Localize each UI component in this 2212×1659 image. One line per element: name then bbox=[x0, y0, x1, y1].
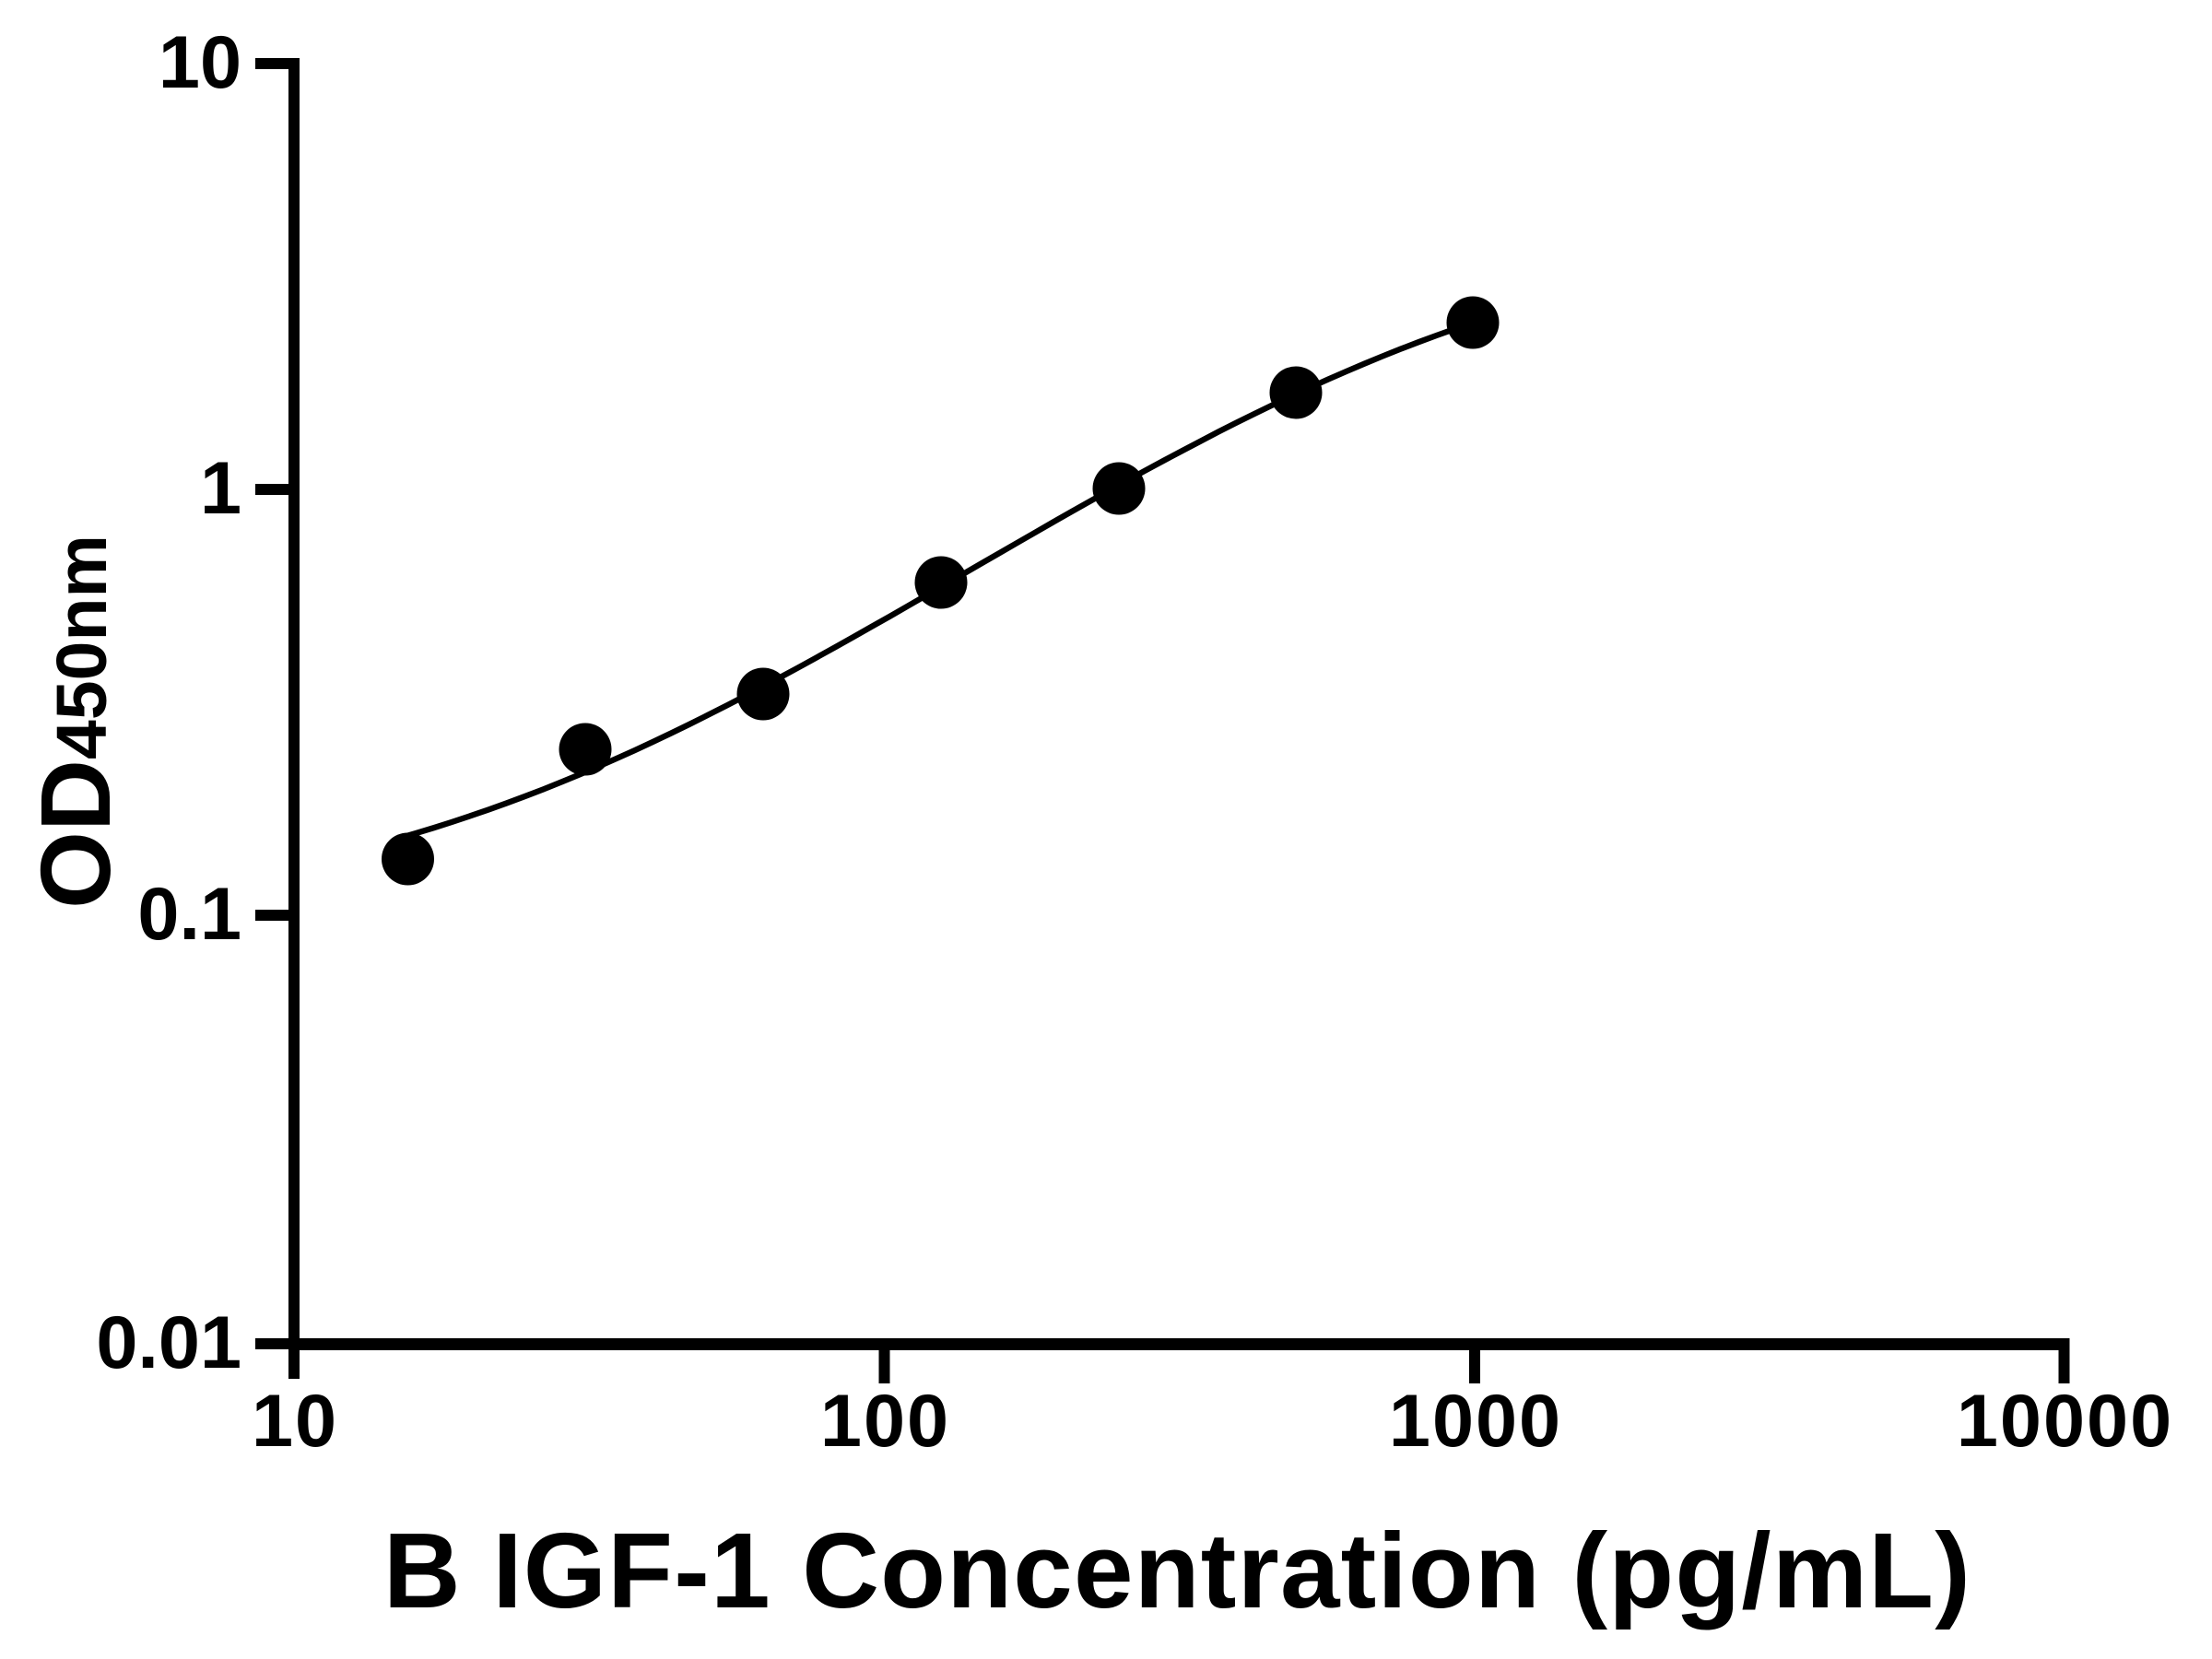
svg-text:10: 10 bbox=[252, 1380, 338, 1463]
svg-text:1: 1 bbox=[200, 447, 241, 530]
svg-text:1000: 1000 bbox=[1389, 1380, 1562, 1463]
svg-text:100: 100 bbox=[820, 1380, 950, 1463]
svg-text:B IGF-1 Concentration (pg/mL): B IGF-1 Concentration (pg/mL) bbox=[383, 1511, 1971, 1630]
svg-text:OD450nm: OD450nm bbox=[19, 535, 131, 909]
svg-text:0.01: 0.01 bbox=[96, 1301, 241, 1384]
svg-text:10: 10 bbox=[159, 21, 241, 104]
svg-text:0.1: 0.1 bbox=[137, 873, 241, 956]
svg-text:10000: 10000 bbox=[1957, 1380, 2173, 1463]
